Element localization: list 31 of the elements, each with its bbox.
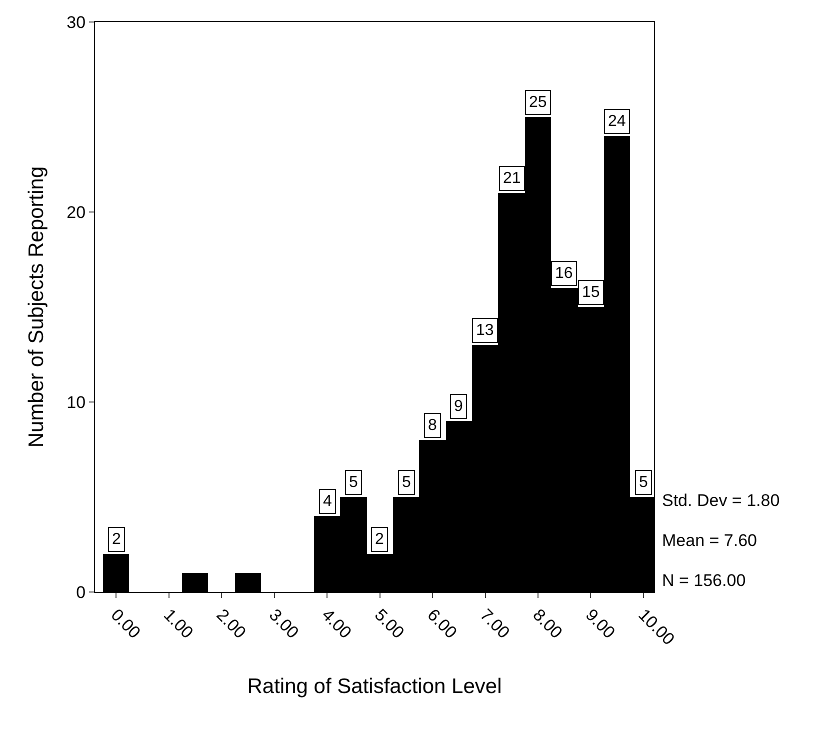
x-tick-label: 3.00 — [265, 605, 302, 642]
data-label: 13 — [476, 322, 494, 339]
x-tick-label: 2.00 — [212, 605, 250, 642]
data-label: 2 — [112, 531, 121, 548]
text: N = 156.00 — [662, 571, 746, 590]
y-tick-label: 10 — [66, 392, 86, 412]
x-tick-label: 6.00 — [424, 605, 461, 642]
data-label: 5 — [402, 474, 411, 491]
y-tick-label: 30 — [66, 12, 86, 32]
x-tick-label: 9.00 — [582, 605, 619, 642]
data-label: 5 — [639, 474, 648, 491]
x-tick-label: 0.00 — [107, 605, 144, 642]
text: Mean = 7.60 — [662, 531, 757, 550]
x-tick-label: 1.00 — [160, 605, 197, 642]
data-label: 8 — [428, 417, 437, 434]
data-label: 5 — [349, 474, 358, 491]
x-axis-title: Rating of Satisfaction Level — [247, 675, 502, 698]
data-label: 24 — [608, 113, 626, 130]
text: Std. Dev = 1.80 — [662, 491, 780, 510]
data-label: 4 — [323, 493, 332, 510]
x-tick-label: 4.00 — [318, 605, 356, 642]
data-label: 21 — [503, 170, 521, 187]
y-tick-label: 20 — [66, 202, 86, 222]
data-label: 15 — [582, 284, 600, 301]
data-label: 16 — [555, 265, 573, 282]
y-axis-title: Number of Subjects Reporting — [25, 166, 48, 448]
y-tick-label: 0 — [76, 582, 86, 602]
data-label: 9 — [454, 398, 463, 415]
data-label: 25 — [529, 94, 547, 111]
x-tick-label: 8.00 — [529, 605, 566, 642]
data-label: 2 — [375, 531, 384, 548]
